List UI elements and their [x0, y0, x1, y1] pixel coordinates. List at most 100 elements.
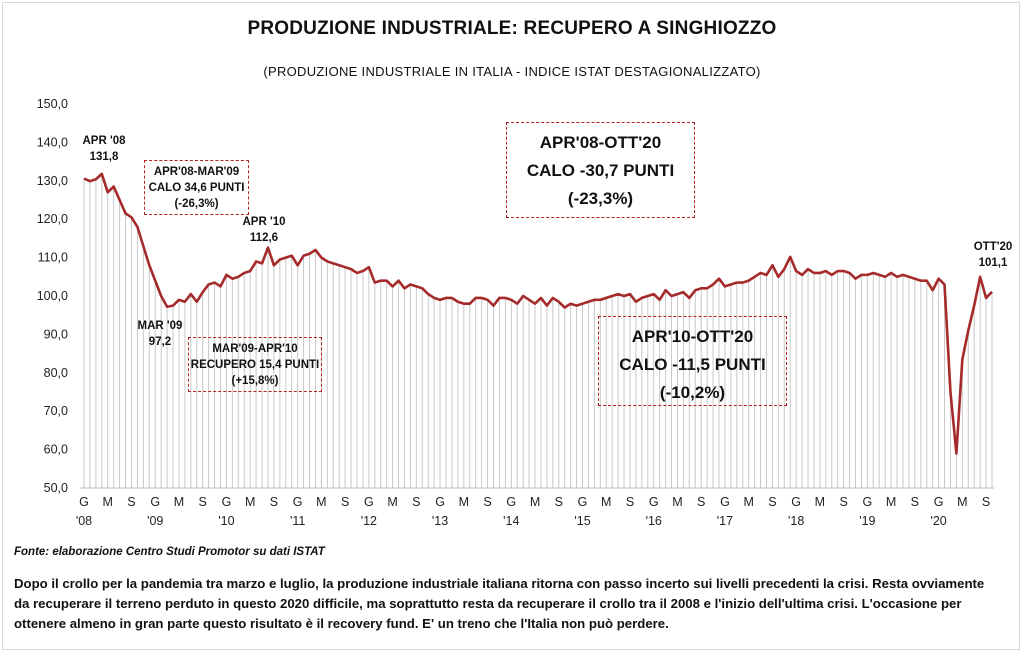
- series-line: [83, 172, 993, 455]
- x-year-label: '10: [218, 514, 234, 528]
- x-tick-label: S: [911, 495, 919, 509]
- annotation-apr10-value: 112,6: [249, 232, 279, 244]
- annotation-ott20-label: OTT'20: [973, 241, 1013, 253]
- source-note: Fonte: elaborazione Centro Studi Promoto…: [14, 546, 325, 558]
- callout-apr08-ott20-line1: APR'08-OTT'20: [539, 133, 662, 152]
- x-tick-label: G: [506, 495, 516, 509]
- x-year-label: '20: [930, 514, 946, 528]
- annotation-mar09: MAR '09 97,2: [130, 318, 190, 350]
- x-tick-label: G: [791, 495, 801, 509]
- x-tick-label: G: [934, 495, 944, 509]
- callout-mar09-apr10: MAR'09-APR'10 RECUPERO 15,4 PUNTI (+15,8…: [188, 337, 322, 392]
- x-tick-label: M: [174, 495, 184, 509]
- x-year-label: '09: [147, 514, 163, 528]
- x-year-label: '15: [574, 514, 590, 528]
- x-tick-label: S: [982, 495, 990, 509]
- x-tick-label: G: [150, 495, 160, 509]
- description-text: Dopo il crollo per la pandemia tra marzo…: [14, 574, 1014, 634]
- x-tick-label: M: [601, 495, 611, 509]
- annotation-mar09-value: 97,2: [148, 336, 172, 348]
- x-tick-label: M: [530, 495, 540, 509]
- x-tick-label: M: [245, 495, 255, 509]
- x-year-label: '14: [503, 514, 519, 528]
- callout-apr08-mar09-line1: APR'08-MAR'09: [153, 166, 240, 178]
- x-tick-label: M: [103, 495, 113, 509]
- x-tick-label: S: [839, 495, 847, 509]
- description-line-3: ottenere almeno in gran parte questo ris…: [14, 616, 669, 631]
- x-tick-label: M: [672, 495, 682, 509]
- x-tick-label: S: [697, 495, 705, 509]
- callout-apr10-ott20-line3: (-10,2%): [659, 383, 726, 402]
- callout-apr08-ott20: APR'08-OTT'20 CALO -30,7 PUNTI (-23,3%): [506, 122, 695, 218]
- x-year-label: '16: [646, 514, 662, 528]
- x-tick-label: M: [957, 495, 967, 509]
- x-tick-label: M: [459, 495, 469, 509]
- y-tick-label: 130,0: [37, 174, 68, 188]
- x-year-label: '12: [361, 514, 377, 528]
- callout-apr08-mar09: APR'08-MAR'09 CALO 34,6 PUNTI (-26,3%): [144, 160, 249, 215]
- callout-apr10-ott20: APR'10-OTT'20 CALO -11,5 PUNTI (-10,2%): [598, 316, 787, 406]
- x-tick-label: S: [768, 495, 776, 509]
- x-tick-label: G: [293, 495, 303, 509]
- y-tick-label: 110,0: [38, 251, 68, 265]
- callout-apr08-ott20-line2: CALO -30,7 PUNTI: [526, 161, 675, 180]
- annotation-apr10-label: APR '10: [242, 216, 286, 228]
- x-tick-label: S: [626, 495, 634, 509]
- x-tick-label: M: [815, 495, 825, 509]
- callout-mar09-apr10-line3: (+15,8%): [231, 375, 279, 387]
- description-line-2: da recuperare il terreno perduto in ques…: [14, 596, 962, 611]
- x-tick-label: M: [316, 495, 326, 509]
- x-year-label: '18: [788, 514, 804, 528]
- annotation-ott20: OTT'20 101,1: [963, 239, 1023, 271]
- y-tick-label: 120,0: [37, 212, 68, 226]
- chart-title: PRODUZIONE INDUSTRIALE: RECUPERO A SINGH…: [247, 18, 777, 39]
- chart-subtitle: (PRODUZIONE INDUSTRIALE IN ITALIA - INDI…: [263, 64, 761, 79]
- axes-layer: 50,0 60,0 70,0 80,0 90,0 100,0 110,0 120,0 130,0…: [37, 97, 994, 528]
- x-year-label: '17: [717, 514, 733, 528]
- x-tick-label: M: [886, 495, 896, 509]
- x-tick-label: G: [79, 495, 89, 509]
- y-tick-label: 50,0: [44, 481, 68, 495]
- annotation-apr08-label: APR '08: [82, 135, 126, 147]
- description-line-1: Dopo il crollo per la pandemia tra marzo…: [14, 576, 985, 591]
- x-tick-label: G: [578, 495, 588, 509]
- callout-apr08-mar09-line2: CALO 34,6 PUNTI: [148, 182, 245, 194]
- x-tick-label: G: [222, 495, 232, 509]
- callout-apr08-mar09-line3: (-26,3%): [174, 198, 219, 210]
- y-tick-label: 100,0: [37, 289, 68, 303]
- x-year-label: '13: [432, 514, 448, 528]
- x-tick-label: S: [555, 495, 563, 509]
- x-tick-label: G: [863, 495, 873, 509]
- x-tick-label: S: [270, 495, 278, 509]
- x-year-label: '11: [290, 514, 305, 528]
- x-year-label: '19: [859, 514, 875, 528]
- annotation-mar09-label: MAR '09: [137, 320, 183, 332]
- y-tick-label: 70,0: [44, 404, 68, 418]
- x-tick-label: M: [387, 495, 397, 509]
- y-tick-label: 140,0: [37, 135, 68, 149]
- x-year-label: '08: [76, 514, 92, 528]
- x-tick-label: M: [743, 495, 753, 509]
- x-tick-label: S: [127, 495, 135, 509]
- x-tick-label: G: [435, 495, 445, 509]
- annotation-ott20-value: 101,1: [978, 257, 1008, 269]
- callout-apr10-ott20-line2: CALO -11,5 PUNTI: [619, 355, 766, 374]
- x-tick-label: G: [364, 495, 374, 509]
- callout-apr08-ott20-line3: (-23,3%): [567, 189, 634, 208]
- x-tick-label: G: [720, 495, 730, 509]
- annotation-apr08: APR '08 131,8: [74, 133, 134, 165]
- y-tick-label: 80,0: [44, 366, 68, 380]
- x-tick-label: S: [412, 495, 420, 509]
- callout-apr10-ott20-line1: APR'10-OTT'20: [631, 327, 754, 346]
- annotation-apr08-value: 131,8: [89, 151, 119, 163]
- x-tick-label: S: [341, 495, 349, 509]
- y-tick-label: 90,0: [44, 327, 68, 341]
- y-tick-label: 60,0: [44, 443, 68, 457]
- x-tick-label: S: [483, 495, 491, 509]
- x-tick-label: S: [199, 495, 207, 509]
- annotation-apr10: APR '10 112,6: [234, 214, 294, 246]
- x-tick-label: G: [649, 495, 659, 509]
- y-tick-label: 150,0: [37, 97, 68, 111]
